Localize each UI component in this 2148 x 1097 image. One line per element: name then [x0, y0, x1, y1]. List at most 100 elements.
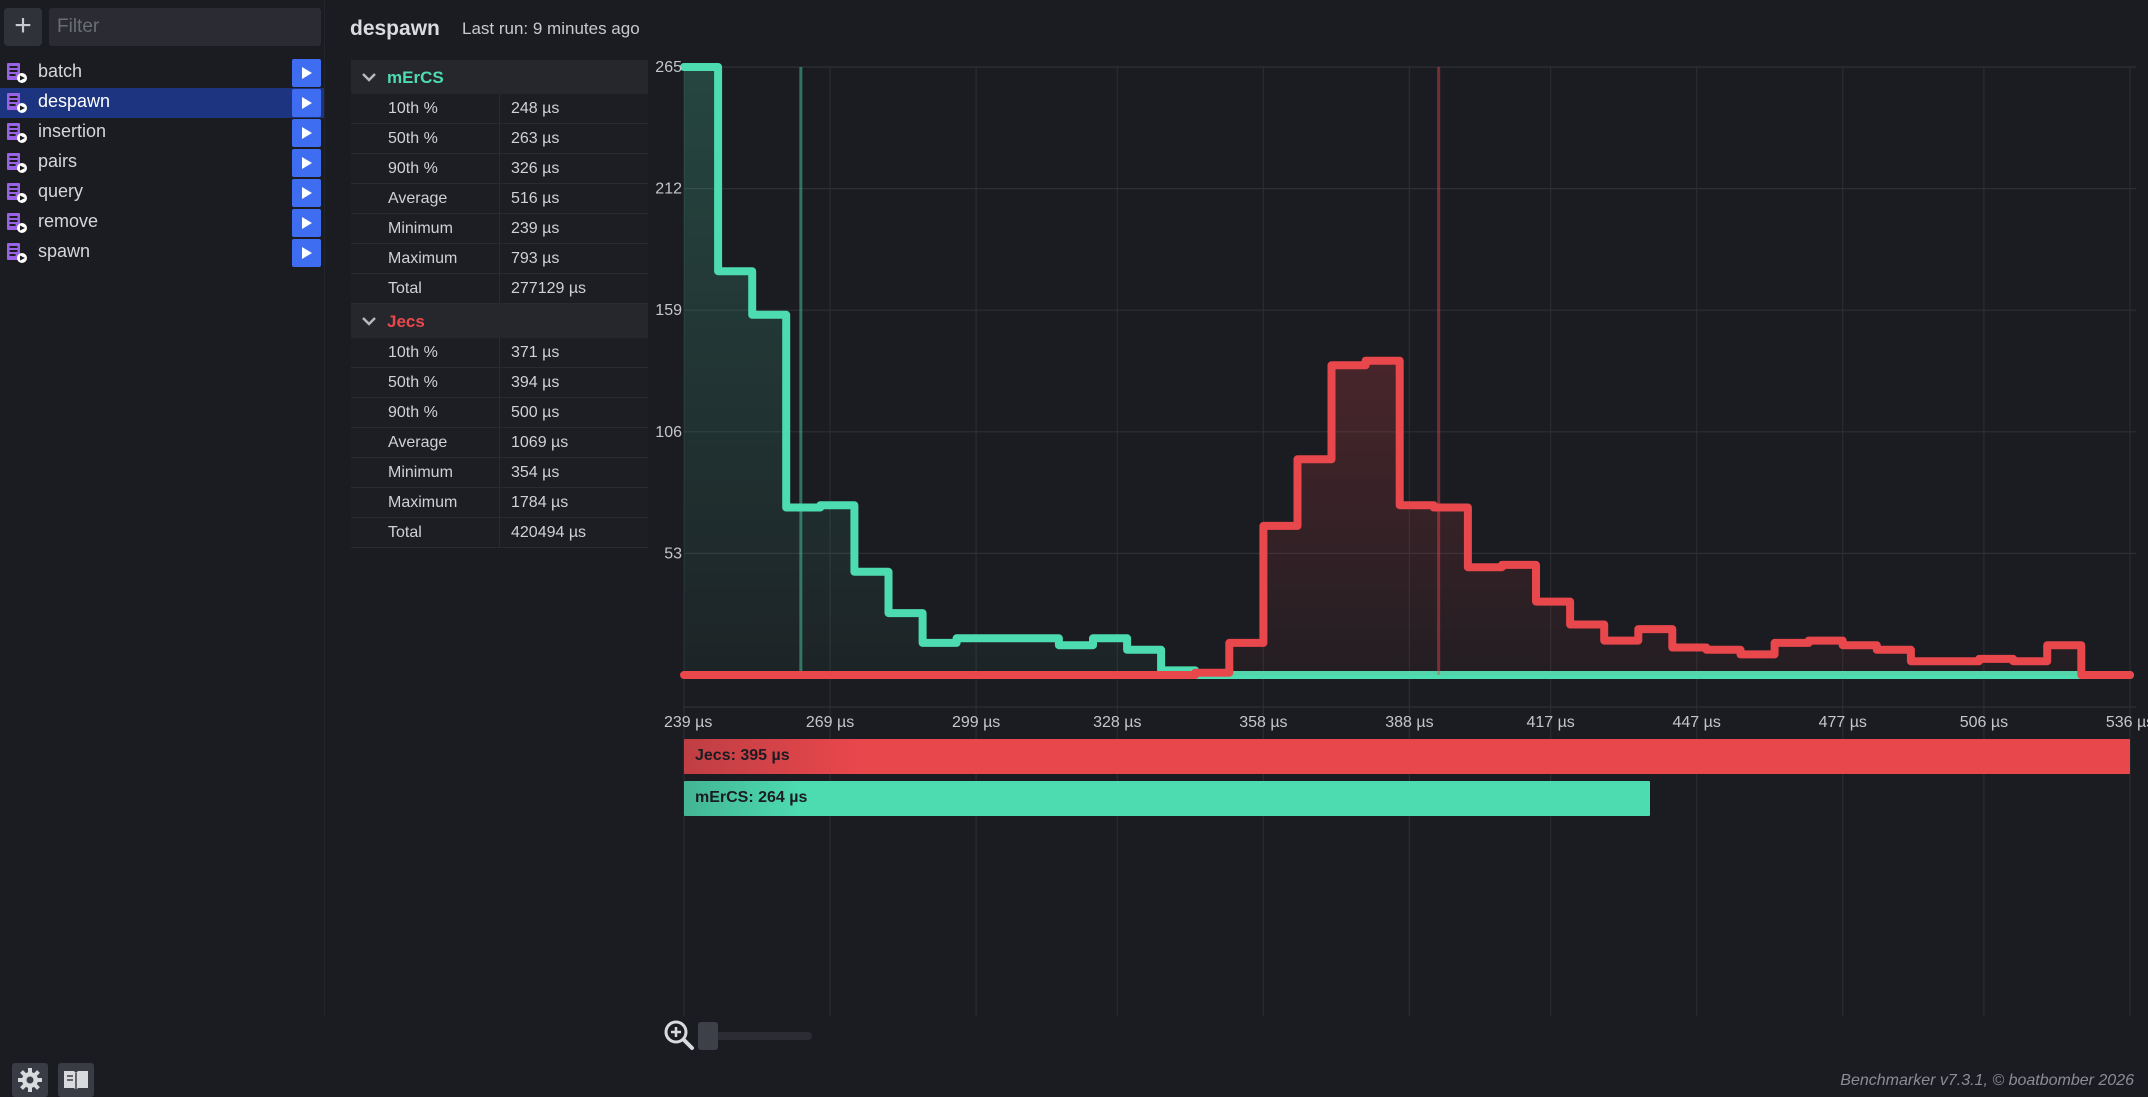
script-file-icon	[7, 63, 27, 83]
run-benchmark-button[interactable]	[292, 239, 321, 267]
column-divider	[499, 518, 500, 548]
y-tick-label: 159	[655, 302, 682, 319]
x-tick-label: 536 µs	[2106, 714, 2148, 731]
filter-input[interactable]	[49, 8, 321, 46]
bottom-bar: Benchmarker v7.3.1, © boatbomber 2026	[0, 1057, 2148, 1097]
run-benchmark-button[interactable]	[292, 209, 321, 237]
stat-value: 394 µs	[511, 374, 560, 391]
y-tick-label: 212	[655, 181, 682, 198]
x-tick-label: 239 µs	[664, 714, 712, 731]
stat-row: 90th % 500 µs	[351, 398, 648, 428]
stat-label: 50th %	[388, 374, 438, 391]
run-benchmark-button[interactable]	[292, 179, 321, 207]
stat-label: Total	[388, 524, 422, 541]
series-line-jecs	[680, 356, 2134, 679]
benchmark-list: batch despawn insertion pairs query remove spa…	[0, 58, 324, 268]
script-file-icon	[7, 123, 27, 143]
play-icon	[301, 217, 312, 229]
x-tick-label: 506 µs	[1960, 714, 2008, 731]
x-tick-label: 328 µs	[1093, 714, 1141, 731]
y-tick-label: 53	[664, 545, 682, 562]
result-bar-mercs: mErCS: 264 µs	[684, 781, 1650, 816]
x-tick-label: 477 µs	[1819, 714, 1867, 731]
script-file-icon	[7, 153, 27, 173]
stat-row: Total 420494 µs	[351, 518, 648, 548]
sidebar-item-pairs[interactable]: pairs	[0, 148, 324, 178]
stat-row: Average 516 µs	[351, 184, 648, 214]
column-divider	[499, 184, 500, 214]
column-divider	[499, 244, 500, 274]
chevron-down-icon[interactable]	[361, 69, 377, 85]
book-icon	[64, 1071, 88, 1090]
sidebar-item-insertion[interactable]: insertion	[0, 118, 324, 148]
series-area-jecs	[684, 360, 2130, 675]
zoom-in-icon[interactable]	[663, 1019, 695, 1051]
gear-icon	[18, 1068, 42, 1092]
stat-row: Total 277129 µs	[351, 274, 648, 304]
run-benchmark-button[interactable]	[292, 149, 321, 177]
run-benchmark-button[interactable]	[292, 89, 321, 117]
result-label: mErCS: 264 µs	[695, 789, 808, 806]
column-divider	[499, 154, 500, 184]
series-area-mercs	[684, 67, 2130, 675]
stat-label: 50th %	[388, 130, 438, 147]
zoom-slider-thumb[interactable]	[698, 1022, 718, 1050]
add-benchmark-button[interactable]: +	[4, 8, 42, 46]
stat-value: 277129 µs	[511, 280, 587, 297]
sidebar-item-despawn[interactable]: despawn	[0, 88, 324, 118]
script-file-icon	[7, 183, 27, 203]
script-file-icon	[7, 93, 27, 113]
script-file-icon	[7, 213, 27, 233]
sidebar-item-label: spawn	[38, 241, 91, 261]
stat-row: 50th % 263 µs	[351, 124, 648, 154]
stat-label: Average	[388, 190, 448, 207]
sidebar: + batch despawn insertion pairs query remove s…	[0, 0, 325, 1016]
stat-row: 50th % 394 µs	[351, 368, 648, 398]
x-tick-label: 417 µs	[1526, 714, 1574, 731]
last-run-text: Last run: 9 minutes ago	[462, 19, 640, 38]
stat-value: 239 µs	[511, 220, 560, 237]
sidebar-item-batch[interactable]: batch	[0, 58, 324, 88]
stat-label: Total	[388, 280, 422, 297]
stat-value: 500 µs	[511, 404, 560, 421]
y-tick-label: 106	[655, 424, 682, 441]
group-header-mercs[interactable]: mErCS	[351, 60, 648, 94]
run-benchmark-button[interactable]	[292, 59, 321, 87]
play-icon	[301, 97, 312, 109]
sidebar-item-query[interactable]: query	[0, 178, 324, 208]
column-divider	[499, 338, 500, 368]
sidebar-item-remove[interactable]: remove	[0, 208, 324, 238]
play-icon	[301, 247, 312, 259]
stat-value: 793 µs	[511, 250, 560, 267]
play-icon	[301, 157, 312, 169]
run-benchmark-button[interactable]	[292, 119, 321, 147]
group-header-jecs[interactable]: Jecs	[351, 304, 648, 338]
stat-label: 10th %	[388, 100, 438, 117]
group-name: mErCS	[387, 68, 444, 87]
column-divider	[499, 274, 500, 304]
stat-value: 516 µs	[511, 190, 560, 207]
stat-label: 90th %	[388, 160, 438, 177]
stat-label: Maximum	[388, 250, 458, 267]
stat-value: 354 µs	[511, 464, 560, 481]
stats-panel: mErCS 10th % 248 µs 50th % 263 µs 90th % 326 µ…	[351, 60, 648, 548]
sidebar-item-label: query	[38, 181, 84, 201]
stat-value: 263 µs	[511, 130, 560, 147]
script-file-icon	[7, 243, 27, 263]
play-icon	[301, 127, 312, 139]
stat-label: 90th %	[388, 404, 438, 421]
column-divider	[499, 488, 500, 518]
zoom-slider-track[interactable]	[700, 1032, 812, 1040]
column-divider	[499, 398, 500, 428]
sidebar-item-spawn[interactable]: spawn	[0, 238, 324, 268]
chevron-down-icon[interactable]	[361, 313, 377, 329]
stat-row: Average 1069 µs	[351, 428, 648, 458]
settings-button[interactable]	[12, 1063, 48, 1097]
stat-row: Maximum 1784 µs	[351, 488, 648, 518]
stat-value: 1784 µs	[511, 494, 569, 511]
sidebar-item-label: remove	[38, 211, 99, 231]
x-tick-label: 299 µs	[952, 714, 1000, 731]
docs-button[interactable]	[58, 1063, 94, 1097]
stat-row: 90th % 326 µs	[351, 154, 648, 184]
